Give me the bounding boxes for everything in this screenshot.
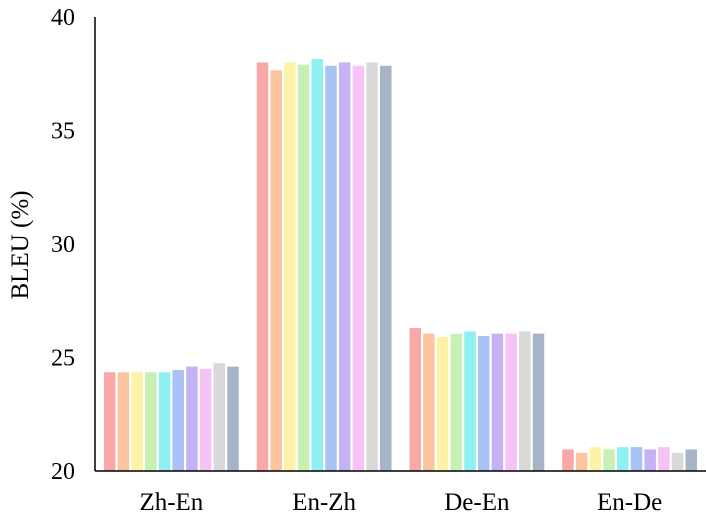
- bar: [519, 331, 531, 471]
- bar: [297, 64, 310, 472]
- bar: [532, 333, 545, 471]
- y-tick-label: 35: [51, 119, 75, 145]
- bar: [352, 65, 365, 472]
- bar: [366, 62, 378, 472]
- bar: [575, 452, 588, 471]
- bar: [158, 372, 171, 471]
- bar: [644, 449, 656, 471]
- x-category-labels: Zh-En En-Zh De-En En-De: [139, 489, 662, 516]
- x-category-label: De-En: [444, 489, 510, 516]
- bar: [145, 372, 157, 471]
- bar: [256, 62, 269, 472]
- bar: [450, 333, 463, 471]
- bar: [131, 372, 143, 471]
- bar: [380, 65, 392, 472]
- bar: [603, 449, 615, 471]
- y-tick-label: 25: [51, 346, 75, 372]
- x-category-label: En-De: [597, 489, 662, 516]
- bar: [227, 366, 239, 471]
- bars-layer: [103, 59, 698, 472]
- y-tick-labels: 20 25 30 35 40: [51, 5, 75, 485]
- x-category-label: En-Zh: [292, 489, 356, 516]
- bar: [186, 366, 198, 471]
- bar: [671, 452, 684, 471]
- y-tick-label: 40: [51, 5, 75, 31]
- bar: [562, 449, 574, 471]
- bar: [617, 447, 629, 471]
- bar: [630, 447, 643, 471]
- bar: [658, 447, 670, 471]
- y-tick-label: 20: [51, 459, 75, 485]
- bar: [477, 335, 490, 471]
- bar: [213, 363, 226, 471]
- bar: [464, 331, 476, 471]
- y-axis-title: BLEU (%): [7, 191, 34, 300]
- bar: [685, 449, 698, 471]
- x-category-label: Zh-En: [139, 489, 203, 516]
- bar: [284, 62, 296, 472]
- bar: [103, 372, 116, 471]
- bar: [325, 65, 337, 472]
- bar: [436, 337, 449, 471]
- bar: [505, 333, 517, 471]
- bar: [311, 59, 324, 471]
- y-tick-label: 30: [51, 232, 75, 258]
- bar: [589, 447, 602, 471]
- bar: [117, 372, 130, 471]
- bar: [423, 333, 435, 471]
- bar: [270, 70, 282, 471]
- bar: [491, 333, 504, 471]
- bar: [338, 62, 351, 472]
- bar: [172, 369, 184, 471]
- bar: [199, 368, 212, 471]
- bar: [409, 327, 421, 471]
